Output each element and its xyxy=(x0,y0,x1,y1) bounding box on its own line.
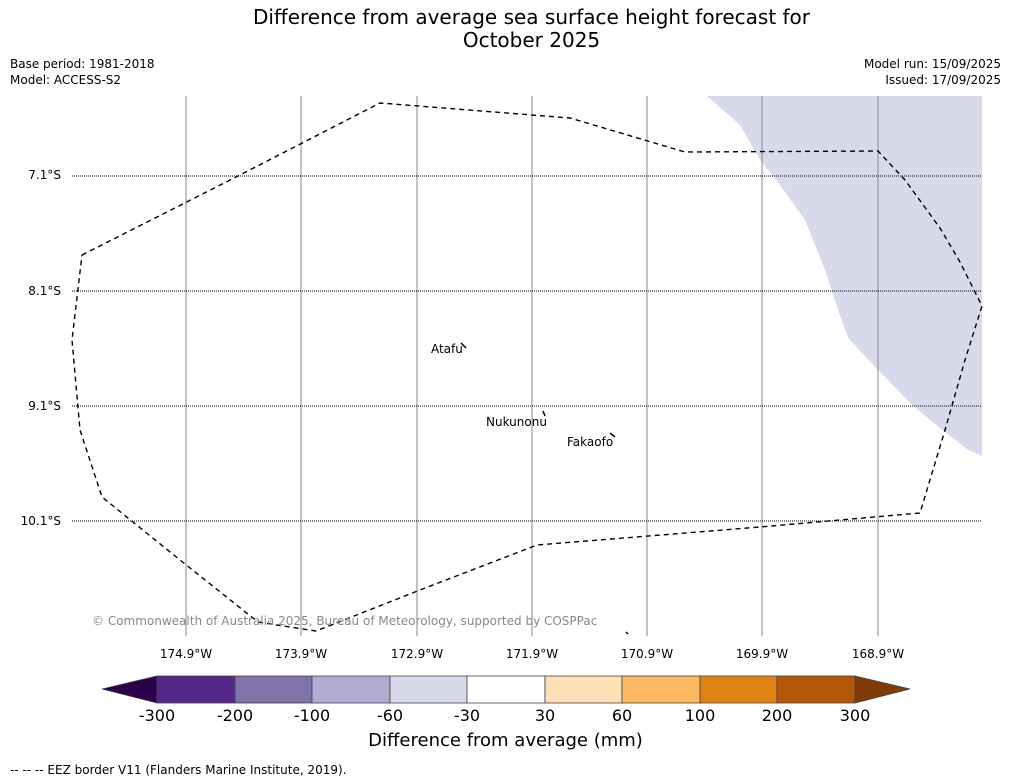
colorbar-tick-label: 100 xyxy=(684,706,716,725)
colorbar-segment xyxy=(234,675,313,704)
colorbar-tick-label: 300 xyxy=(839,706,871,725)
colorbar-segment xyxy=(389,675,468,704)
nukunonu-atoll xyxy=(542,410,546,417)
latitude-gridlines xyxy=(72,175,982,522)
colorbar-segment xyxy=(544,675,623,704)
island-label-fakaofo: Fakaofo xyxy=(567,435,614,449)
colorbar-tick-label: -300 xyxy=(138,706,176,725)
eez-legend-footnote: -- -- -- EEZ border V11 (Flanders Marine… xyxy=(10,763,347,777)
colorbar-tick-label: -200 xyxy=(216,706,254,725)
model-text: Model: ACCESS-S2 xyxy=(10,73,122,87)
model-run-text: Model run: 15/09/2025 xyxy=(863,57,1001,71)
anomaly-region-shading xyxy=(707,96,982,456)
colorbar-segment xyxy=(156,675,236,704)
island-shapes xyxy=(460,342,629,635)
colorbar-tick-label: 60 xyxy=(611,706,633,725)
colorbar-tick-label: 200 xyxy=(761,706,793,725)
lon-label: 171.9°W xyxy=(505,647,559,661)
colorbar-extend-high xyxy=(854,675,911,704)
map-title-line1: Difference from average sea surface heig… xyxy=(252,5,811,29)
island-label-atafu: Atafu xyxy=(431,342,463,356)
colorbar-tick-label: -30 xyxy=(453,706,481,725)
colorbar-title: Difference from average (mm) xyxy=(368,730,643,751)
small-islet xyxy=(625,631,629,635)
lat-label: 10.1°S xyxy=(20,514,61,528)
map-title-line2: October 2025 xyxy=(462,28,601,52)
lon-label: 172.9°W xyxy=(390,647,444,661)
lon-label: 173.9°W xyxy=(274,647,328,661)
colorbar-segment xyxy=(776,675,856,704)
colorbar-segment xyxy=(621,675,701,704)
colorbar-tick-label: -60 xyxy=(376,706,404,725)
base-period-text: Base period: 1981-2018 xyxy=(10,57,155,71)
lon-label: 170.9°W xyxy=(620,647,674,661)
island-label-nukunonu: Nukunonu xyxy=(486,415,547,429)
copyright-text: © Commonwealth of Australia 2025, Bureau… xyxy=(92,614,598,628)
eez-border xyxy=(71,102,983,632)
colorbar xyxy=(101,675,911,704)
fakaofo-atoll xyxy=(609,432,616,438)
map-title: Difference from average sea surface heig… xyxy=(0,6,1011,52)
colorbar-segment xyxy=(466,675,546,704)
lat-label: 7.1°S xyxy=(28,168,61,182)
longitude-gridlines xyxy=(185,96,879,636)
lat-label: 9.1°S xyxy=(28,399,61,413)
colorbar-tick-label: -100 xyxy=(293,706,331,725)
lon-label: 168.9°W xyxy=(851,647,905,661)
lat-label: 8.1°S xyxy=(28,284,61,298)
colorbar-extend-low xyxy=(101,675,158,704)
atafu-atoll xyxy=(460,342,467,349)
meta-right: Model run: 15/09/2025 Issued: 17/09/2025 xyxy=(864,56,1001,88)
colorbar-segment xyxy=(311,675,391,704)
lon-label: 169.9°W xyxy=(735,647,789,661)
meta-left: Base period: 1981-2018 Model: ACCESS-S2 xyxy=(10,56,155,88)
colorbar-tick-label: 30 xyxy=(534,706,556,725)
colorbar-segment xyxy=(699,675,778,704)
issued-text: Issued: 17/09/2025 xyxy=(885,73,1001,87)
lon-label: 174.9°W xyxy=(159,647,213,661)
